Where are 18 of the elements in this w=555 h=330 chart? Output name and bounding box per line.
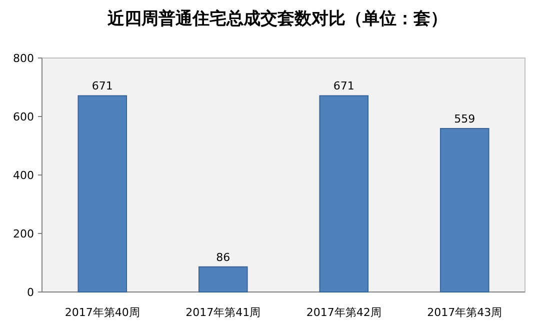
x-tick-label: 2017年第43周 — [427, 306, 502, 319]
data-label: 671 — [333, 80, 354, 93]
data-label: 86 — [216, 250, 230, 264]
bar — [440, 128, 490, 292]
y-tick-label: 800 — [13, 52, 34, 65]
x-tick-label: 2017年第40周 — [64, 306, 140, 319]
y-tick-label: 400 — [13, 169, 34, 182]
data-label: 559 — [454, 112, 476, 126]
x-tick-label: 2017年第41周 — [186, 306, 261, 319]
bar — [198, 266, 248, 292]
y-tick-label: 600 — [13, 110, 34, 124]
x-tick-label: 2017年第42周 — [306, 306, 382, 319]
data-label: 671 — [92, 80, 113, 93]
chart-title: 近四周普通住宅总成交套数对比（单位：套） — [106, 8, 448, 29]
y-tick-label: 0 — [27, 286, 34, 299]
y-tick-label: 200 — [13, 228, 34, 240]
bar — [78, 95, 128, 292]
bar — [319, 95, 369, 292]
